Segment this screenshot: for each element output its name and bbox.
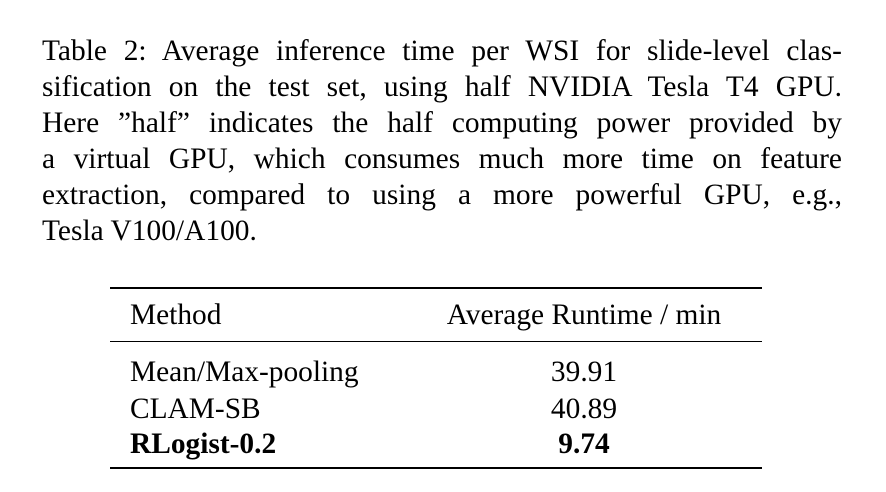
- table-top-rule: [110, 287, 762, 289]
- table-row: CLAM-SB 40.89: [110, 391, 762, 427]
- header-method: Method: [130, 299, 222, 331]
- row-runtime: 39.91: [550, 356, 618, 388]
- row-runtime: 9.74: [558, 428, 610, 460]
- row-method: CLAM-SB: [130, 393, 261, 425]
- caption-line-1: Table 2: Average inference time per WSI …: [42, 35, 842, 67]
- caption-line-6: Tesla V100/A100.: [42, 215, 257, 247]
- caption-line-3: Here ”half” indicates the half computing…: [42, 107, 842, 139]
- caption-line-4: a virtual GPU, which consumes much more …: [42, 143, 842, 175]
- row-method: RLogist-0.2: [130, 428, 277, 460]
- row-method: Mean/Max-pooling: [130, 356, 359, 388]
- table-header-rule: [110, 341, 762, 342]
- row-runtime: 40.89: [550, 393, 618, 425]
- table-caption: Table 2: Average inference time per WSI …: [42, 33, 842, 249]
- caption-line-5: extraction, compared to using a more pow…: [42, 179, 842, 211]
- table-row: Mean/Max-pooling 39.91: [110, 354, 762, 390]
- header-runtime: Average Runtime / min: [446, 299, 722, 331]
- caption-line-2: sification on the test set, using half N…: [42, 71, 842, 103]
- table-row: RLogist-0.2 9.74: [110, 426, 762, 462]
- table-header-row: Method Average Runtime / min: [110, 297, 762, 333]
- table-bottom-rule: [110, 467, 762, 469]
